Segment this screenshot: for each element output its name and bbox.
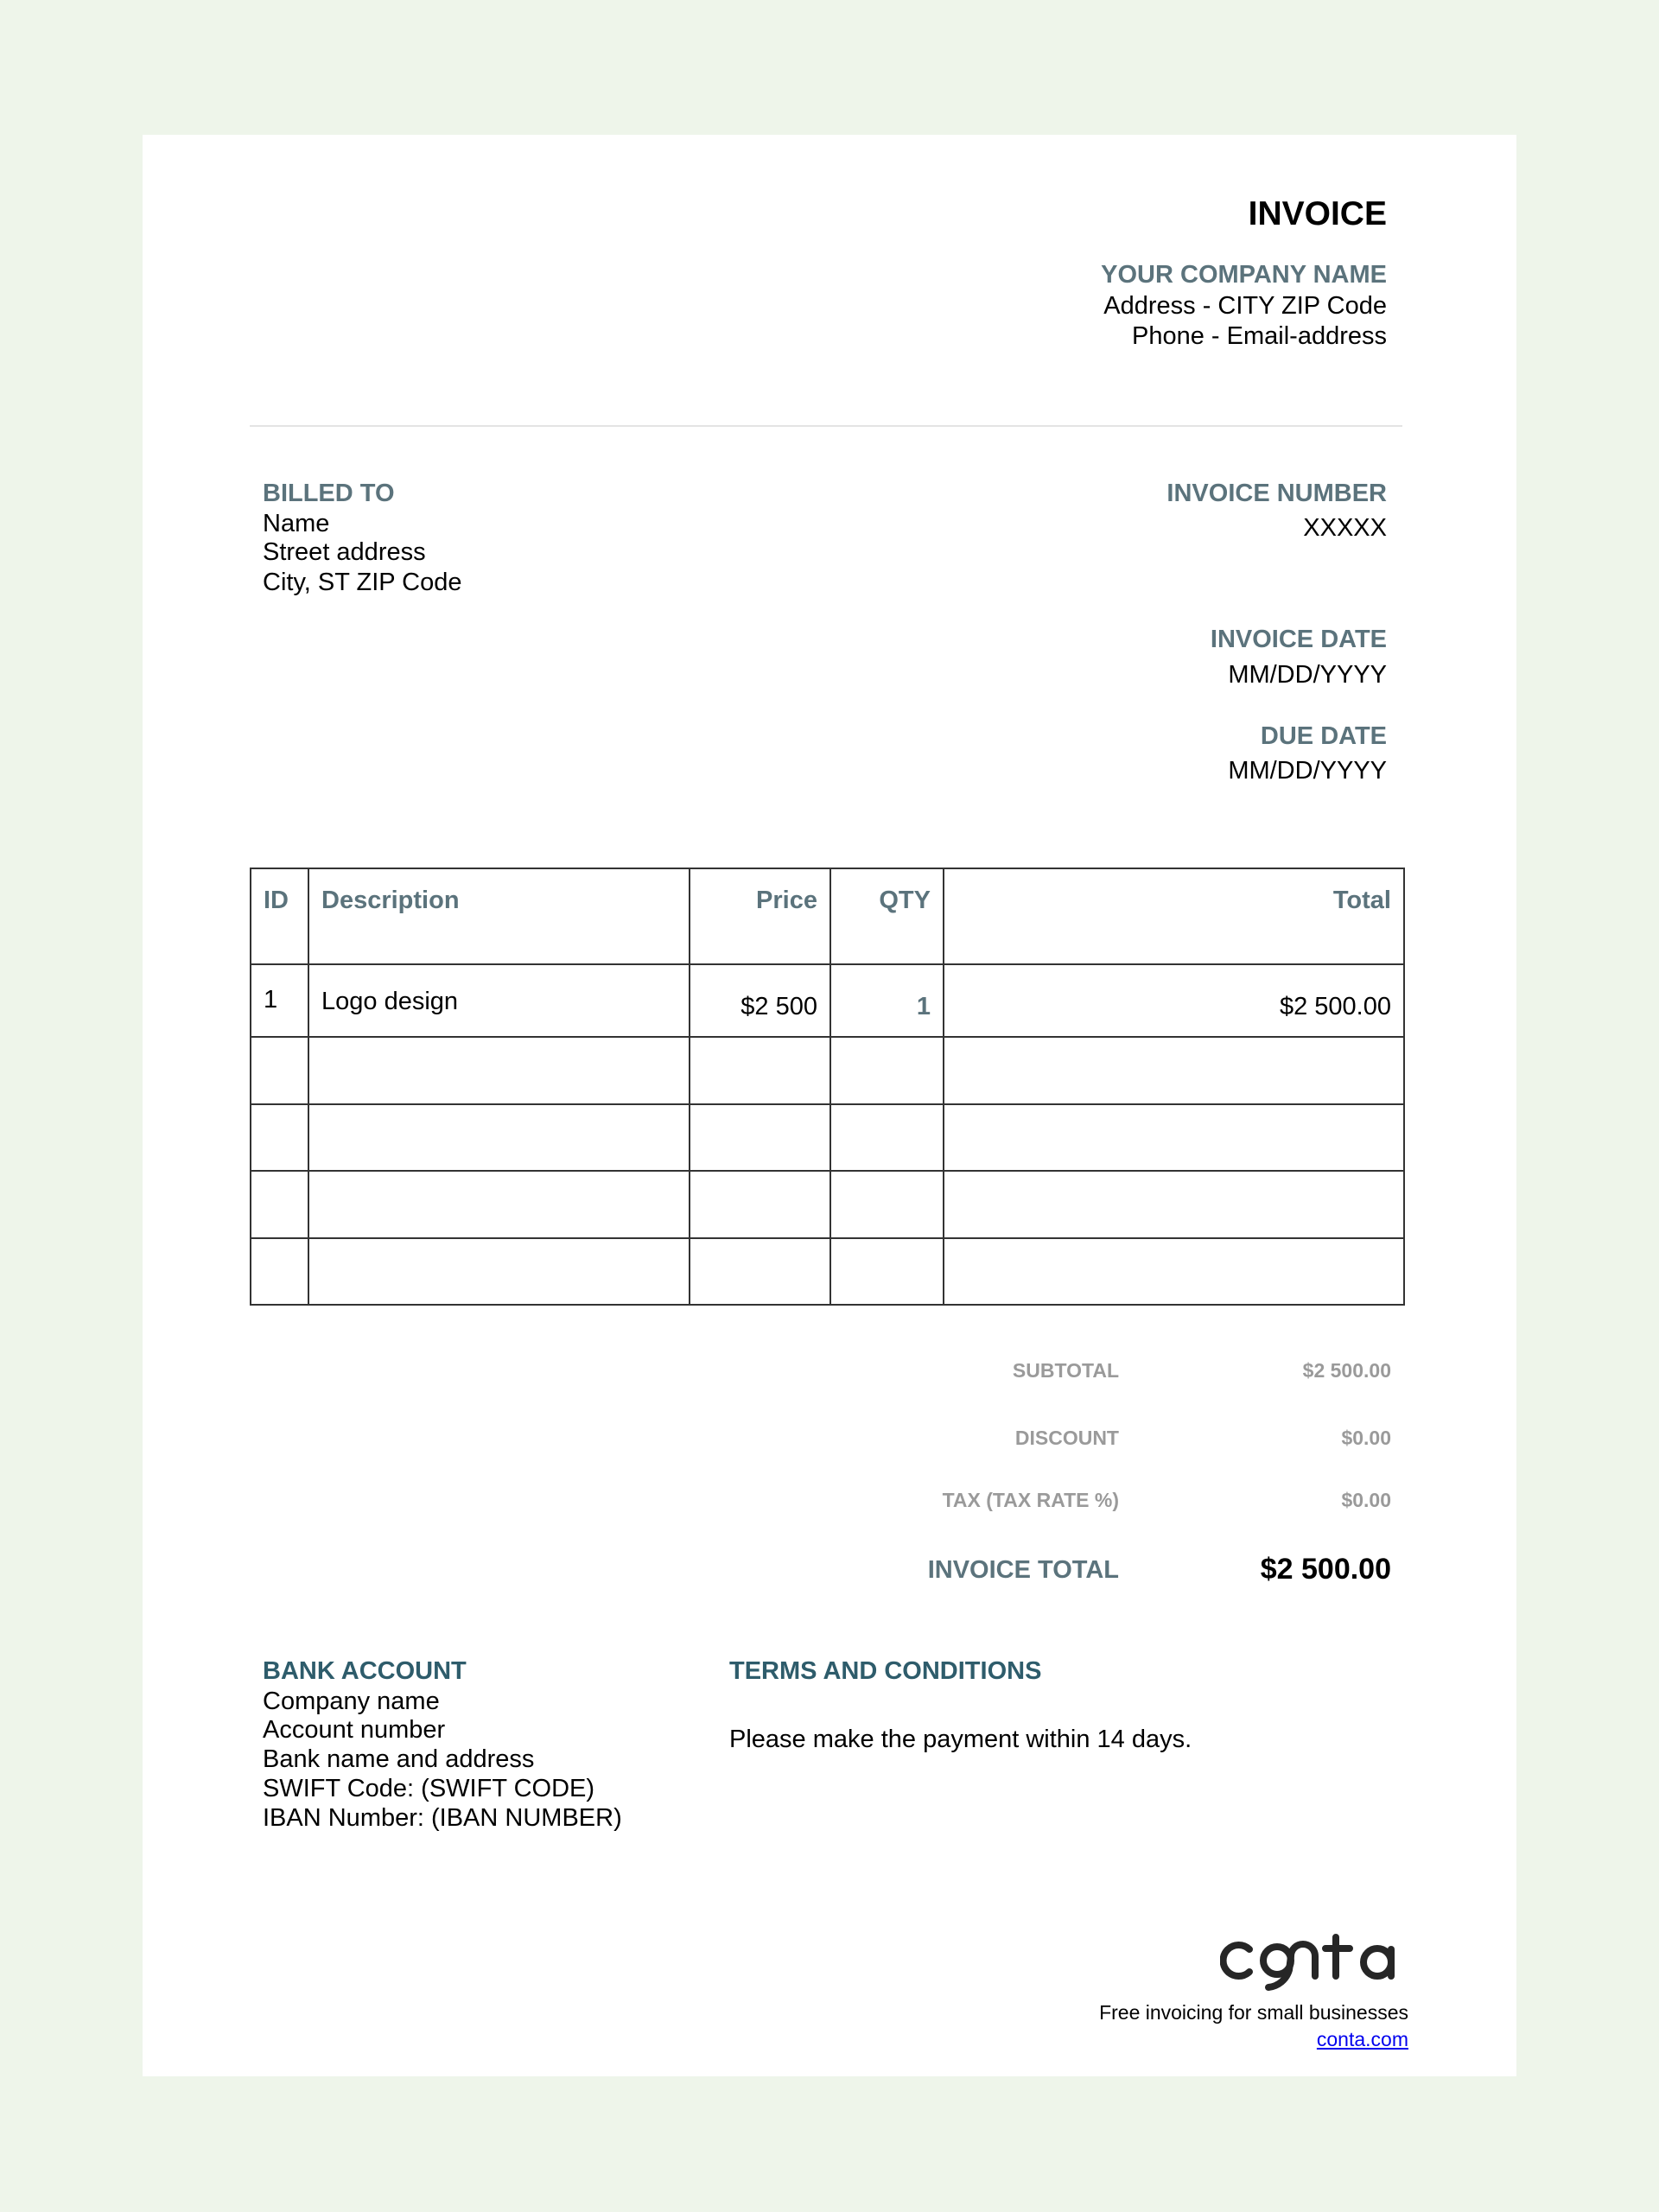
billed-city: City, ST ZIP Code — [263, 569, 462, 596]
due-date: MM/DD/YYYY — [1228, 757, 1387, 785]
cell — [830, 1170, 944, 1239]
bank-line: IBAN Number: (IBAN NUMBER) — [263, 1804, 622, 1832]
table-row — [250, 1237, 1405, 1306]
bank-line: Account number — [263, 1716, 446, 1744]
cell — [689, 1170, 831, 1239]
due-date-label: DUE DATE — [1260, 722, 1387, 750]
invoice-total-label: INVOICE TOTAL — [927, 1556, 1119, 1584]
cell — [250, 1103, 309, 1172]
cell — [689, 1237, 831, 1306]
cell — [250, 1170, 309, 1239]
cell-total: $2 500.00 — [943, 963, 1405, 1038]
cell-id: 1 — [250, 963, 309, 1038]
cell — [308, 1036, 690, 1105]
cell — [830, 1036, 944, 1105]
invoice-date: MM/DD/YYYY — [1228, 661, 1387, 689]
table-header-row: ID Description Price QTY Total — [250, 868, 1405, 965]
cell — [308, 1103, 690, 1172]
tax-value: $0.00 — [1341, 1489, 1391, 1511]
bank-line: Bank name and address — [263, 1745, 535, 1773]
subtotal-label: SUBTOTAL — [1012, 1359, 1119, 1382]
bank-account-label: BANK ACCOUNT — [263, 1657, 467, 1685]
bank-line: Company name — [263, 1688, 440, 1715]
terms-text: Please make the payment within 14 days. — [729, 1726, 1192, 1753]
table-row: 1 Logo design $2 500 1 $2 500.00 — [250, 963, 1405, 1038]
conta-logo — [1220, 1934, 1395, 1991]
table-row — [250, 1036, 1405, 1105]
cell — [308, 1170, 690, 1239]
cell — [689, 1036, 831, 1105]
invoice-date-label: INVOICE DATE — [1210, 626, 1387, 653]
billed-to-label: BILLED TO — [263, 480, 395, 507]
header-total: Total — [943, 868, 1405, 965]
cell — [830, 1103, 944, 1172]
billed-street: Street address — [263, 538, 426, 566]
cell-description: Logo design — [308, 963, 690, 1038]
company-address: Address - CITY ZIP Code — [1103, 292, 1387, 320]
invoice-page: INVOICE YOUR COMPANY NAME Address - CITY… — [143, 135, 1516, 2076]
cell-price: $2 500 — [689, 963, 831, 1038]
discount-value: $0.00 — [1341, 1427, 1391, 1449]
tax-label: TAX (TAX RATE %) — [942, 1489, 1119, 1511]
discount-label: DISCOUNT — [1014, 1427, 1119, 1449]
company-contact: Phone - Email-address — [1132, 322, 1387, 350]
table-row — [250, 1103, 1405, 1172]
cell — [943, 1103, 1405, 1172]
subtotal-value: $2 500.00 — [1302, 1359, 1391, 1382]
line-items-table: ID Description Price QTY Total 1 Logo de… — [250, 868, 1405, 1306]
invoice-total-value: $2 500.00 — [1260, 1553, 1391, 1586]
header-price: Price — [689, 868, 831, 965]
invoice-number: XXXXX — [1303, 514, 1387, 542]
conta-link[interactable]: conta.com — [1316, 2028, 1408, 2050]
cell-qty: 1 — [830, 963, 944, 1038]
table-row — [250, 1170, 1405, 1239]
header-description: Description — [308, 868, 690, 965]
company-name: YOUR COMPANY NAME — [1101, 261, 1387, 289]
divider — [250, 425, 1402, 427]
invoice-number-label: INVOICE NUMBER — [1166, 480, 1387, 507]
cell — [689, 1103, 831, 1172]
cell — [308, 1237, 690, 1306]
cell — [250, 1237, 309, 1306]
bank-line: SWIFT Code: (SWIFT CODE) — [263, 1775, 595, 1802]
cell — [943, 1237, 1405, 1306]
cell — [830, 1237, 944, 1306]
invoice-title: INVOICE — [1248, 195, 1387, 232]
cell — [943, 1170, 1405, 1239]
header-qty: QTY — [830, 868, 944, 965]
cell — [943, 1036, 1405, 1105]
billed-name: Name — [263, 510, 330, 537]
header-id: ID — [250, 868, 309, 965]
cell — [250, 1036, 309, 1105]
terms-label: TERMS AND CONDITIONS — [729, 1657, 1042, 1685]
footer-tagline: Free invoicing for small businesses — [1099, 2001, 1408, 2024]
